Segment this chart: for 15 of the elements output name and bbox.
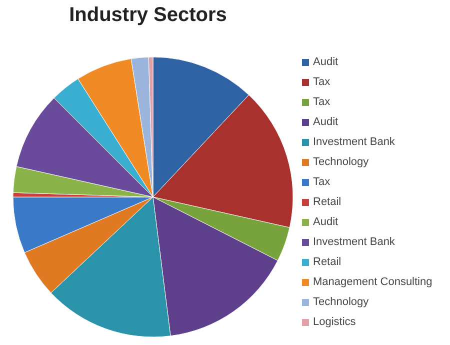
- legend-label: Audit: [313, 55, 338, 70]
- chart-title: Industry Sectors: [68, 4, 228, 27]
- legend-label: Investment Bank: [313, 135, 395, 150]
- legend-label: Logistics: [313, 315, 356, 330]
- legend-label: Management Consulting: [313, 275, 432, 290]
- legend-label: Audit: [313, 115, 338, 130]
- legend-label: Tax: [313, 175, 330, 190]
- legend-label: Retail: [313, 195, 342, 210]
- legend-label: Tax: [313, 75, 330, 90]
- legend-label: Technology: [313, 155, 369, 170]
- legend-label: Technology: [313, 295, 369, 310]
- legend-label: Retail: [313, 255, 342, 270]
- legend-label: Investment Bank: [313, 235, 395, 250]
- legend-label: Tax: [313, 95, 330, 110]
- legend-label: Audit: [313, 215, 338, 230]
